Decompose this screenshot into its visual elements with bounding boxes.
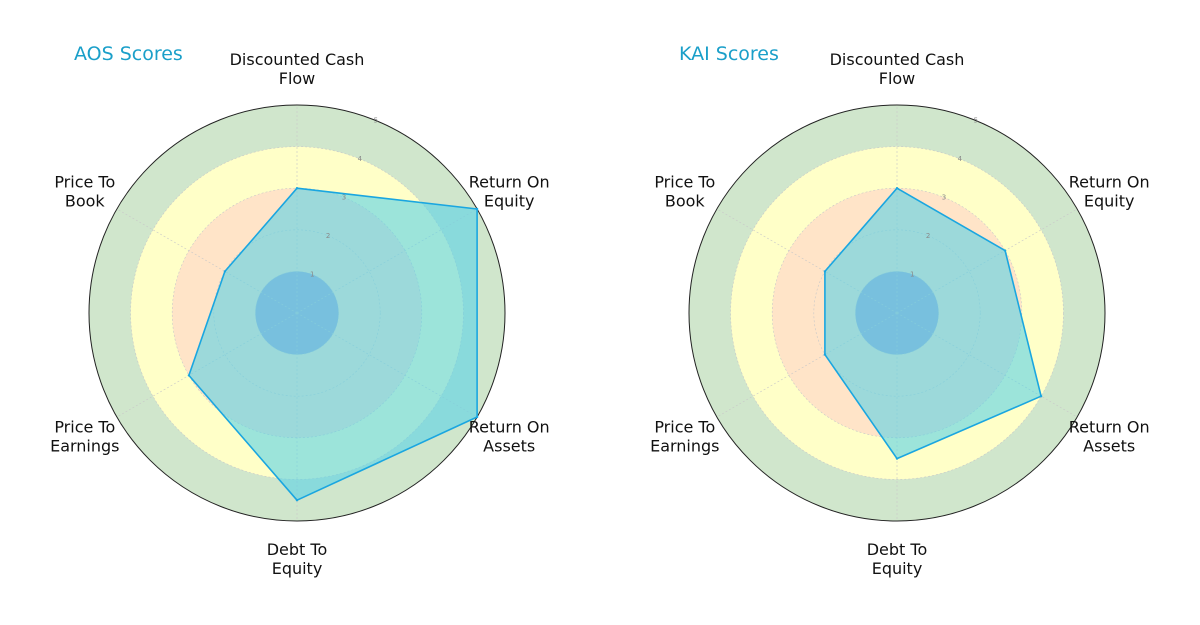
score-point-return-on-equity	[1003, 249, 1007, 252]
axis-spoke	[716, 312, 898, 418]
axis-label-debt-to-equity: Debt To Equity	[267, 540, 328, 578]
r-tick-label: 2	[926, 232, 930, 240]
axis-label-line: Book	[65, 192, 106, 211]
axis-label-line: Equity	[872, 559, 923, 578]
r-tick-label: 2	[326, 232, 330, 240]
score-point-return-on-equity	[475, 207, 479, 211]
axis-label-line: Return On	[1069, 418, 1150, 437]
r-tick-label: 4	[958, 155, 963, 163]
kai-radar-panel: KAI Scores 1 2 3 4 5 Discounted Cash Flow Retur…	[600, 0, 1200, 625]
score-point-price-to-earnings	[823, 353, 827, 356]
score-point-discounted-cash-flow	[295, 187, 299, 190]
kai-radar-chart: KAI Scores 1 2 3 4 5 Discounted Cash Flow Retur…	[650, 43, 1150, 578]
r-tick-label: 1	[310, 270, 314, 278]
aos-radar-panel: AOS Scores 1 2 3 4 5 Discounted Cash Flow Retur…	[50, 43, 550, 578]
kai-chart-title: KAI Scores	[679, 43, 779, 65]
axis-label-return-on-equity: Return On Equity	[469, 173, 550, 211]
grid-ring	[771, 187, 1023, 439]
axis-label-line: Price To	[54, 173, 115, 192]
axis-label-line: Debt To	[267, 540, 328, 559]
axis-label-line: Return On	[469, 173, 550, 192]
axis-label-line: Assets	[483, 437, 535, 456]
axis-label-debt-to-equity: Debt To Equity	[867, 540, 928, 578]
r-tick-label: 5	[974, 117, 978, 125]
r-tick-label: 5	[374, 117, 378, 125]
axis-label-price-to-book: Price To Book	[54, 173, 115, 211]
axis-label-line: Book	[665, 192, 706, 211]
score-point-debt-to-equity	[895, 457, 899, 460]
grid-ring	[730, 146, 1064, 480]
axis-label-price-to-book: Price To Book	[654, 173, 715, 211]
axis-label-return-on-equity: Return On Equity	[1069, 173, 1150, 211]
axis-label-line: Price To	[654, 173, 715, 192]
axis-label-line: Flow	[879, 69, 916, 88]
r-tick-label: 4	[358, 155, 363, 163]
axis-label-line: Earnings	[50, 437, 119, 456]
axis-label-line: Equity	[272, 559, 323, 578]
axis-label-line: Flow	[279, 69, 316, 88]
radar-outer-ring	[688, 104, 1106, 522]
aos-radar-chart: AOS Scores 1 2 3 4 5 Discounted Cash Flow Retur…	[50, 43, 550, 578]
r-tick-label: 3	[342, 194, 346, 202]
axis-label-line: Return On	[1069, 173, 1150, 192]
axis-label-line: Assets	[1083, 437, 1135, 456]
score-point-return-on-assets	[475, 415, 479, 419]
axis-label-line: Discounted Cash	[230, 50, 365, 69]
axis-label-return-on-assets: Return On Assets	[469, 418, 550, 456]
score-point-price-to-earnings	[187, 374, 191, 377]
r-tick-label: 3	[942, 194, 946, 202]
axis-label-line: Return On	[469, 418, 550, 437]
axis-label-line: Earnings	[650, 437, 719, 456]
axis-label-discounted-cash-flow: Discounted Cash Flow	[830, 50, 965, 88]
score-point-return-on-assets	[1039, 395, 1043, 398]
r-tick-label: 1	[910, 270, 914, 278]
score-point-discounted-cash-flow	[895, 187, 899, 190]
axis-label-line: Price To	[54, 418, 115, 437]
axis-label-line: Debt To	[867, 540, 928, 559]
axis-label-return-on-assets: Return On Assets	[1069, 418, 1150, 456]
axis-label-line: Discounted Cash	[830, 50, 965, 69]
axis-label-discounted-cash-flow: Discounted Cash Flow	[230, 50, 365, 88]
axis-label-line: Equity	[1084, 192, 1135, 211]
axis-label-price-to-earnings: Price To Earnings	[650, 418, 719, 456]
score-point-price-to-book	[823, 270, 827, 273]
axis-label-line: Equity	[484, 192, 535, 211]
axis-label-line: Price To	[654, 418, 715, 437]
score-point-price-to-book	[223, 270, 227, 273]
aos-chart-title: AOS Scores	[74, 43, 183, 65]
axis-spoke	[116, 208, 298, 314]
axis-label-price-to-earnings: Price To Earnings	[50, 418, 119, 456]
radar-outer-ring	[88, 104, 506, 522]
axis-spoke	[716, 208, 898, 314]
score-point-debt-to-equity	[295, 499, 299, 502]
